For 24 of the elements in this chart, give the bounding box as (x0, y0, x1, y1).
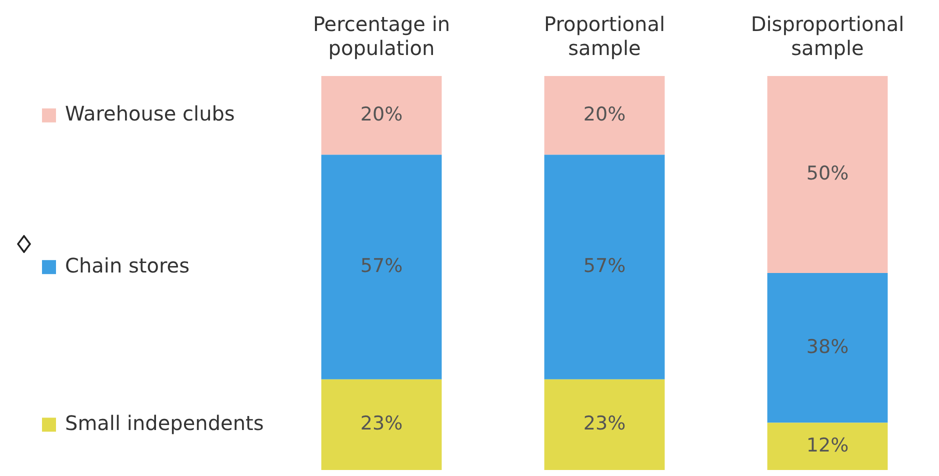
legend-label: Warehouse clubs (65, 102, 235, 126)
data-label: 38% (806, 336, 849, 358)
bar (321, 379, 442, 470)
data-label: 20% (583, 103, 626, 126)
x-tick-label: Percentage in population (312, 12, 450, 60)
bar (767, 422, 888, 470)
bar (321, 76, 442, 155)
bar (767, 273, 888, 423)
data-label: 23% (360, 412, 403, 435)
data-label: 20% (360, 103, 403, 126)
bar (544, 379, 665, 470)
legend-label: Chain stores (65, 253, 190, 278)
bar (544, 154, 665, 380)
legend-label: Small independents (65, 410, 264, 435)
data-label: 23% (583, 412, 626, 435)
data-label: 57% (360, 255, 403, 278)
bar (321, 154, 442, 380)
data-label: 57% (583, 255, 626, 278)
bar (767, 76, 888, 273)
data-label: 50% (806, 162, 849, 184)
data-label: 12% (806, 434, 849, 456)
bar (544, 76, 665, 155)
x-tick-label: Proportional sample (544, 12, 666, 60)
x-tick-label: Disproportional sample (750, 12, 904, 60)
